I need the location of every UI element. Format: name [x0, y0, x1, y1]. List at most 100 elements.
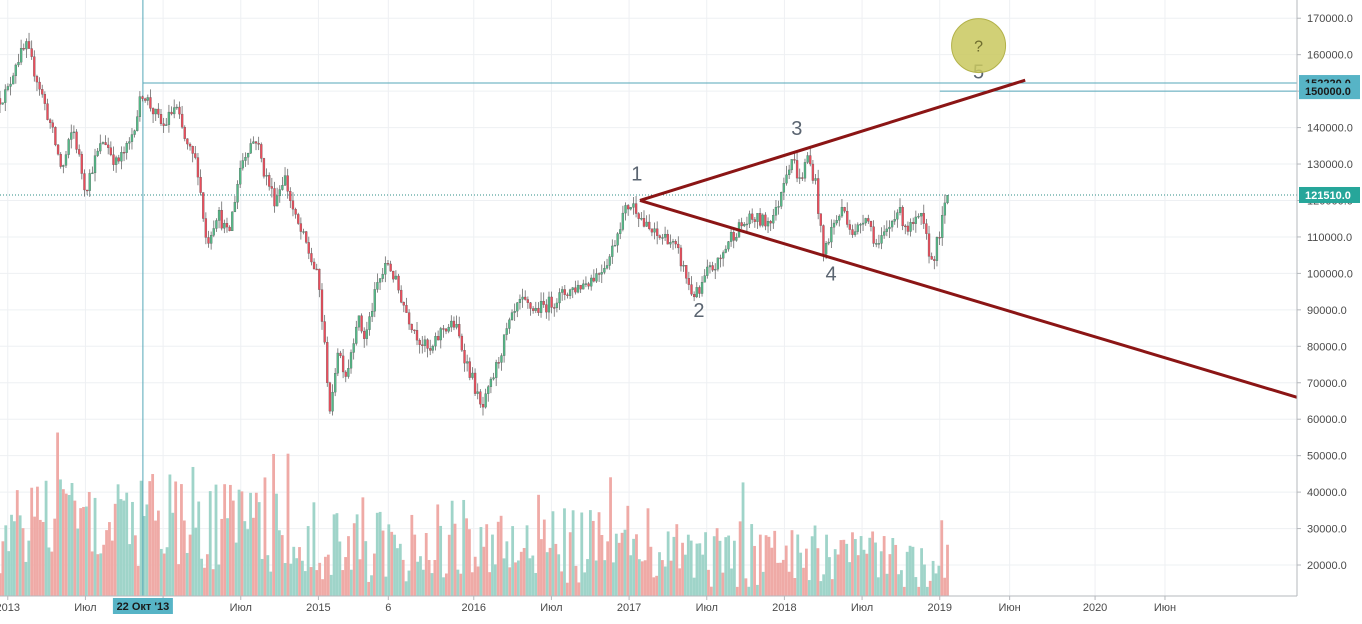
candle-body — [790, 159, 793, 171]
price-tick-label: 40000.0 — [1307, 487, 1347, 499]
volume-bar — [925, 586, 929, 596]
candle-body — [946, 195, 949, 204]
volume-bar — [174, 481, 178, 596]
volume-bar — [208, 491, 212, 596]
volume-bar — [640, 561, 644, 596]
candle-body — [439, 328, 442, 341]
candle-body — [283, 175, 287, 186]
volume-bar — [937, 565, 941, 596]
volume-bar — [375, 512, 379, 596]
volume-bar — [689, 540, 693, 596]
volume-bar — [145, 504, 149, 596]
volume-bar — [738, 521, 742, 596]
volume-bar — [24, 561, 28, 596]
candle-body — [207, 237, 210, 244]
candle-body — [6, 86, 10, 90]
volume-bar — [488, 572, 491, 596]
volume-bar — [888, 554, 892, 596]
candle-body — [500, 355, 503, 363]
candle-body — [450, 320, 453, 328]
volume-bar — [151, 474, 155, 596]
volume-bar — [277, 530, 281, 596]
volume-bar — [15, 490, 19, 596]
candle-body — [508, 319, 511, 329]
candle-body — [505, 328, 508, 335]
candle-body — [648, 221, 651, 229]
volume-bar — [263, 477, 267, 596]
volume-bar — [946, 544, 949, 596]
volume-bar — [612, 562, 615, 596]
candle-body — [838, 215, 841, 221]
volume-bar — [885, 573, 889, 596]
volume-bar — [519, 551, 523, 596]
candle-body — [795, 160, 799, 179]
candle-body — [547, 296, 551, 313]
volume-bar — [542, 519, 546, 596]
volume-bar — [943, 577, 947, 596]
volume-bar — [1, 541, 5, 596]
volume-bar — [0, 573, 2, 596]
price-tick-label: 70000.0 — [1307, 378, 1347, 390]
candle-body — [941, 215, 944, 238]
volume-bar — [347, 536, 350, 596]
candle-body — [938, 237, 941, 239]
candle-body — [307, 242, 310, 254]
candle-body — [597, 273, 601, 275]
volume-bar — [260, 558, 264, 596]
candle-body — [861, 222, 865, 225]
last-price-tag-bg — [1299, 186, 1360, 203]
volume-bar — [427, 559, 431, 596]
candle-body — [320, 289, 324, 322]
volume-bar — [102, 544, 106, 596]
volume-bar — [871, 531, 875, 596]
volume-bar — [203, 567, 206, 596]
volume-bar — [900, 570, 903, 596]
volume-bar — [537, 494, 540, 596]
volume-bar — [372, 553, 376, 596]
candle-body — [41, 89, 44, 95]
candle-body — [217, 209, 221, 221]
volume-bar — [393, 534, 396, 596]
candle-body — [35, 76, 39, 83]
candle-body — [859, 224, 862, 226]
volume-bar — [862, 549, 866, 596]
candle-body — [421, 344, 424, 346]
candle-body — [708, 265, 712, 268]
volume-bar — [465, 518, 468, 596]
volume-bar — [223, 484, 227, 596]
volume-bar — [770, 547, 774, 596]
volume-bar — [652, 577, 656, 596]
volume-bar — [355, 514, 359, 596]
volume-bar — [108, 522, 111, 596]
candle-body — [872, 226, 875, 244]
volume-bar — [154, 520, 157, 596]
candle-body — [516, 302, 519, 312]
candle-body — [360, 315, 363, 332]
volume-bar — [741, 482, 745, 596]
candle-body — [46, 103, 49, 120]
volume-bar — [433, 559, 437, 596]
candle-body — [262, 158, 266, 177]
volume-bar — [246, 529, 250, 596]
candle-body — [853, 231, 857, 235]
candle-body — [521, 296, 524, 300]
volume-bar — [289, 563, 293, 596]
candle-body — [819, 213, 822, 226]
volume-bar — [528, 558, 532, 596]
volume-bar — [591, 520, 595, 596]
volume-bar — [136, 565, 140, 596]
volume-bar — [859, 536, 863, 596]
volume-bar — [27, 540, 31, 596]
candle-body — [173, 107, 176, 115]
volume-bar — [724, 537, 728, 596]
trendline-upper — [639, 78, 1026, 202]
volume-bar — [335, 513, 339, 596]
candle-body — [302, 231, 305, 233]
volume-bar — [344, 557, 347, 596]
candle-body — [729, 232, 733, 242]
volume-bar — [269, 571, 273, 596]
volume-bar — [586, 559, 589, 596]
volume-bar — [830, 579, 834, 596]
